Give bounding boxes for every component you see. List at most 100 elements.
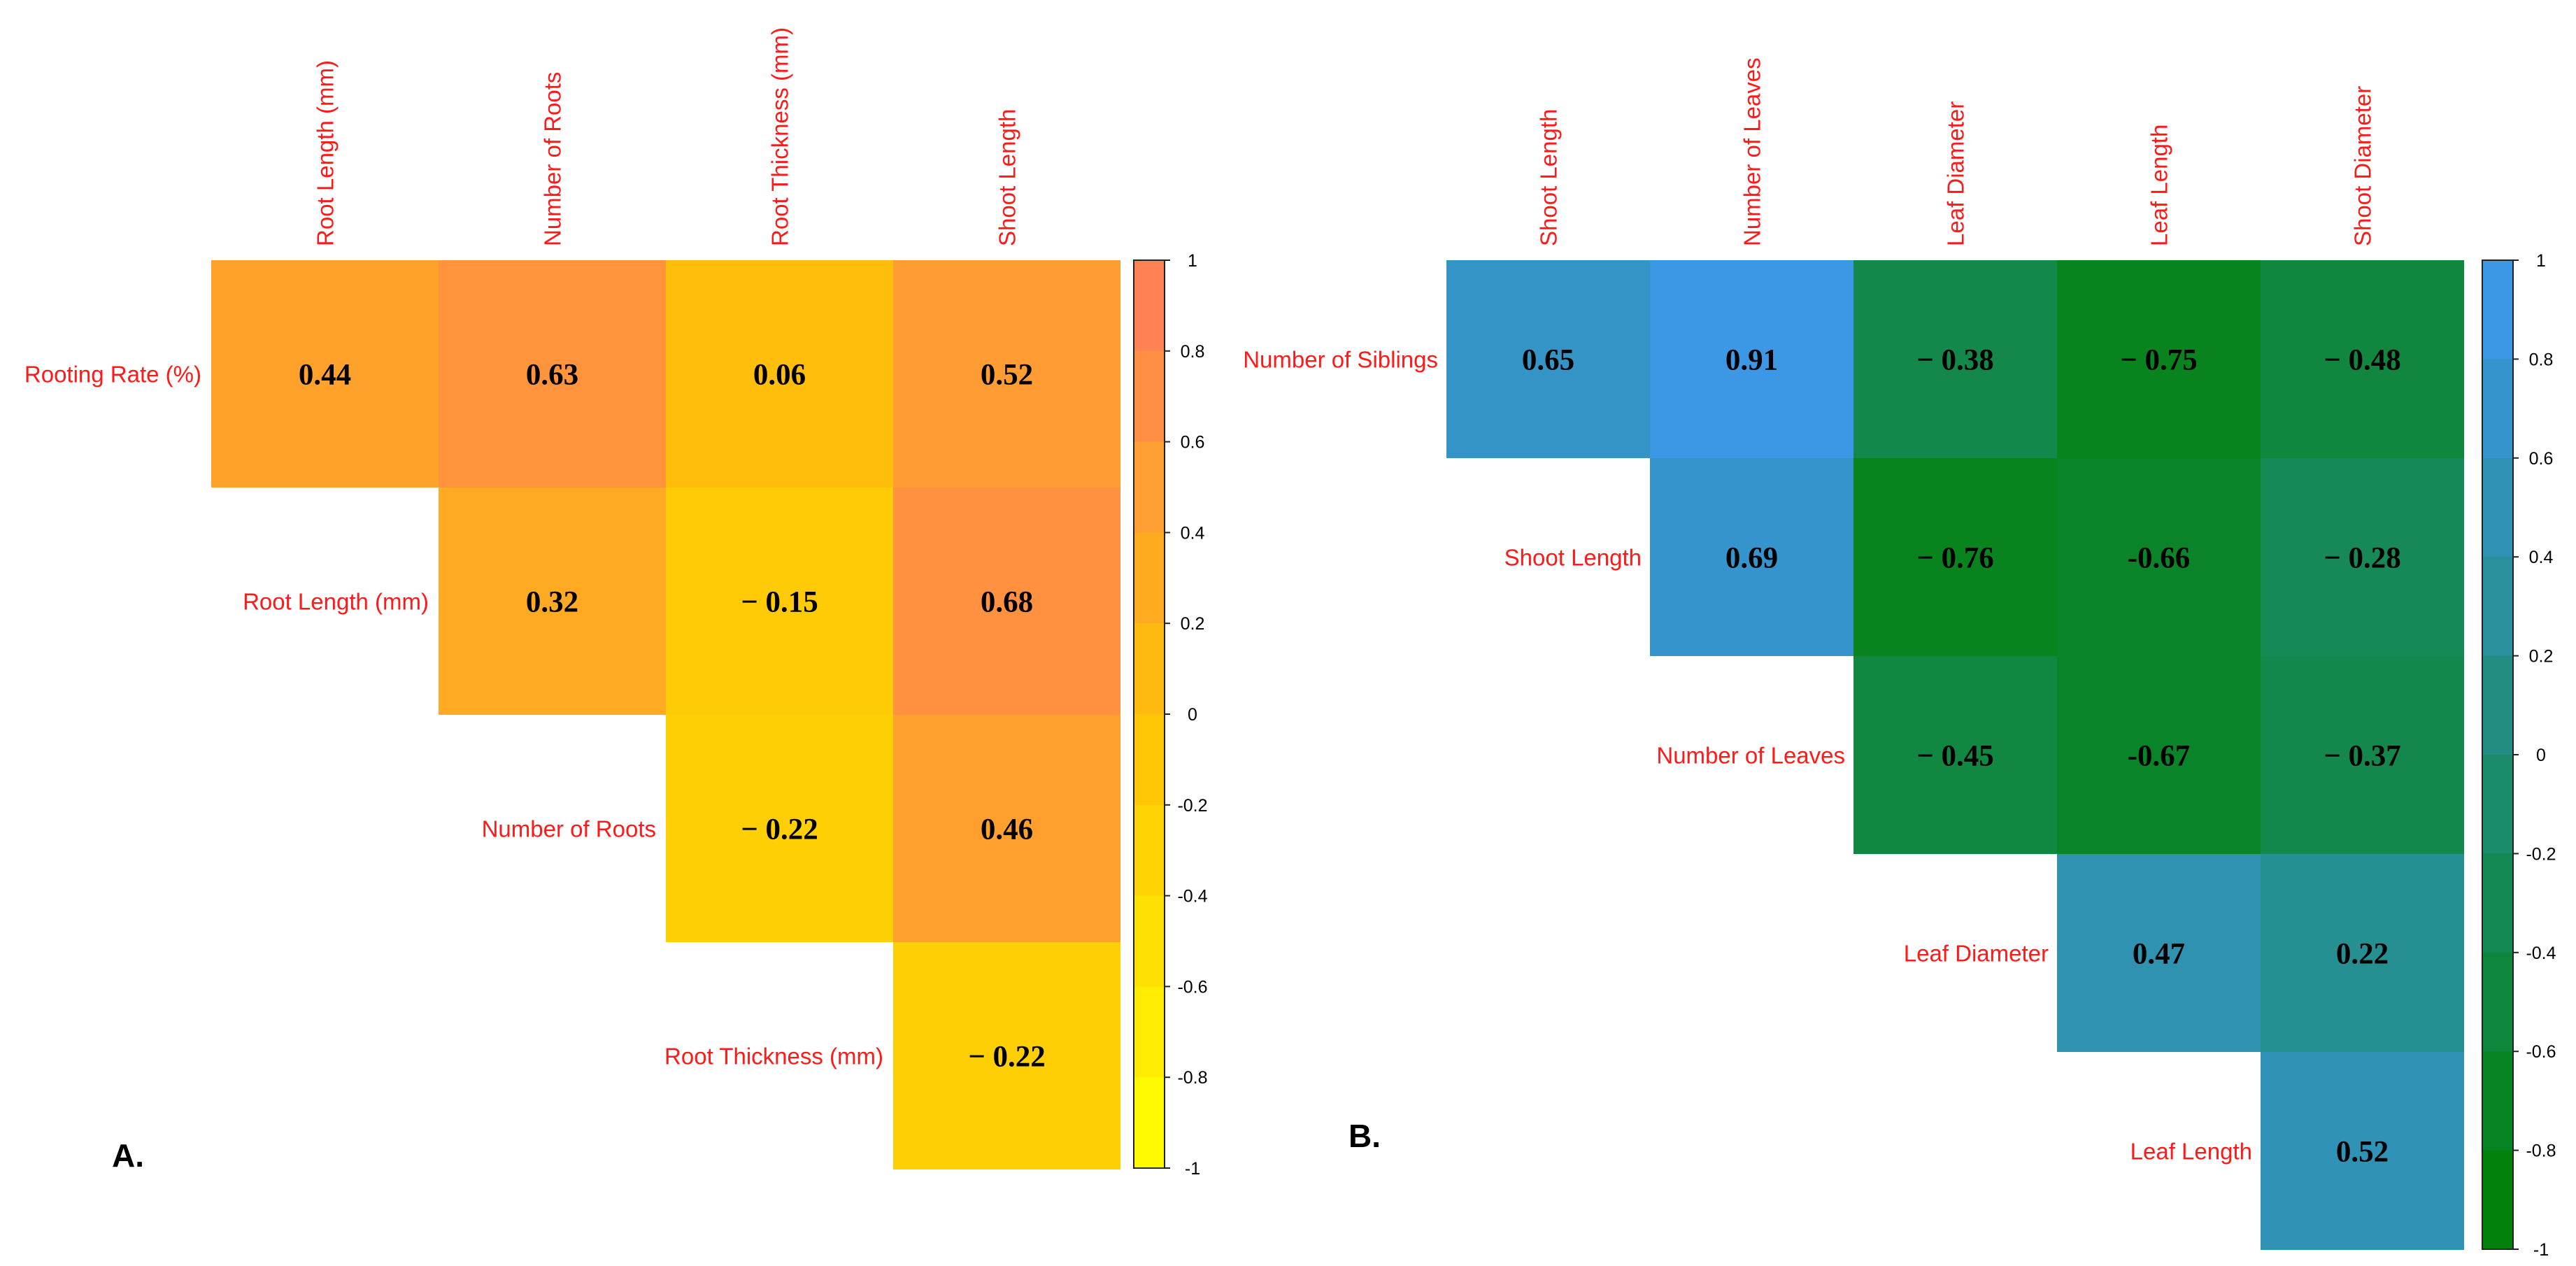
colorbar-tick-label: 1	[1188, 251, 1197, 271]
row-label: Root Thickness (mm)	[664, 1044, 883, 1069]
cell-value-label: 0.69	[1725, 542, 1778, 575]
cell-value-label: − 0.48	[2324, 344, 2401, 377]
cell-value-label: -0.66	[2128, 542, 2191, 575]
colorbar-segment	[2482, 952, 2513, 1052]
column-label: Leaf Diameter	[1943, 101, 1969, 246]
cell-value-label: − 0.38	[1916, 344, 1994, 377]
heatmap-cell	[1650, 458, 1853, 656]
row-label: Shoot Length	[1504, 545, 1642, 571]
cell-value-label: − 0.75	[2120, 344, 2198, 377]
panel-label: B.	[1349, 1118, 1381, 1154]
cell-value-label: − 0.45	[1916, 740, 1994, 773]
heatmap-cell	[893, 488, 1120, 715]
colorbar-tick-label: -0.2	[1177, 796, 1207, 816]
colorbar-segment	[1134, 623, 1165, 715]
row-label: Leaf Diameter	[1904, 941, 2049, 967]
colorbar-tick-label: 0.8	[1181, 342, 1205, 362]
colorbar-segment	[1134, 804, 1165, 897]
colorbar-tick-label: 0.4	[1181, 523, 1205, 543]
column-label: Shoot Length	[995, 109, 1020, 246]
colorbar-tick-label: -0.2	[2526, 844, 2556, 864]
cell-value-label: 0.68	[981, 586, 1033, 619]
colorbar-tick-label: 0	[1188, 705, 1197, 725]
heatmap-cell	[666, 715, 893, 942]
cell-value-label: 0.46	[981, 813, 1033, 846]
colorbar-segment	[2482, 853, 2513, 953]
colorbar-tick-label: -0.4	[1177, 887, 1207, 906]
colorbar-tick-label: 0.2	[2529, 647, 2554, 667]
row-label: Root Length (mm)	[243, 589, 429, 615]
colorbar-segment	[2482, 1051, 2513, 1151]
heatmap-cell	[2261, 1052, 2464, 1250]
colorbar-tick-label: 1	[2536, 251, 2546, 271]
cell-value-label: − 0.28	[2324, 542, 2401, 575]
heatmap-cell	[2261, 854, 2464, 1052]
heatmap-cell	[2057, 260, 2261, 458]
heatmap-cell	[2057, 458, 2261, 656]
column-label: Root Thickness (mm)	[767, 27, 793, 246]
heatmap-cell	[2261, 656, 2464, 854]
heatmap-cell	[1853, 260, 2057, 458]
heatmap-cell	[1650, 260, 1853, 458]
column-label: Shoot Diameter	[2350, 86, 2376, 246]
colorbar-tick-label: -1	[2533, 1240, 2549, 1260]
colorbar-segment	[1134, 532, 1165, 624]
cell-value-label: 0.65	[1522, 344, 1574, 377]
colorbar-tick-label: -0.6	[2526, 1042, 2556, 1062]
heatmap-cell	[439, 260, 666, 488]
cell-value-label: 0.52	[981, 359, 1033, 392]
colorbar-segment	[2482, 755, 2513, 854]
heatmap-cell	[1853, 656, 2057, 854]
colorbar-tick-label: -0.8	[2526, 1141, 2556, 1161]
colorbar-segment	[2482, 260, 2513, 360]
heatmap-cell	[1853, 458, 2057, 656]
cell-value-label: − 0.37	[2324, 740, 2401, 773]
colorbar-tick-label: 0.6	[2529, 449, 2554, 469]
colorbar-tick-label: 0.6	[1181, 433, 1205, 453]
colorbar-tick-label: 0.4	[2529, 548, 2554, 567]
row-label: Number of Siblings	[1243, 347, 1438, 373]
colorbar-segment	[1134, 895, 1165, 987]
colorbar-segment	[2482, 655, 2513, 755]
colorbar-segment	[1134, 441, 1165, 533]
panel-a-heatmap: 0.44 0.63 0.06 0.52 0.32 − 0.15 0.68 − 0.22 0.46…	[24, 27, 1208, 1179]
cell-value-label: -0.67	[2128, 740, 2191, 773]
cell-value-label: 0.32	[526, 586, 578, 619]
cell-value-label: 0.06	[753, 359, 806, 392]
colorbar-segment	[1134, 986, 1165, 1078]
colorbar-segment	[2482, 1150, 2513, 1250]
column-label: Leaf Length	[2147, 125, 2172, 246]
row-label: Leaf Length	[2130, 1139, 2252, 1165]
colorbar-segment	[2482, 557, 2513, 657]
cell-value-label: − 0.76	[1916, 542, 1994, 575]
colorbar-segment	[1134, 350, 1165, 443]
cell-value-label: 0.44	[299, 359, 351, 392]
cell-value-label: 0.47	[2133, 938, 2185, 971]
colorbar-segment	[2482, 457, 2513, 557]
heatmap-cell	[666, 488, 893, 715]
heatmap-cell	[211, 260, 439, 488]
cell-value-label: 0.91	[1725, 344, 1778, 377]
colorbar-tick-label: -0.8	[1177, 1068, 1207, 1088]
column-label: Number of Roots	[540, 72, 566, 246]
colorbar-segment	[2482, 359, 2513, 459]
row-label: Number of Leaves	[1656, 743, 1845, 769]
colorbar-tick-label: -1	[1185, 1159, 1200, 1179]
column-label: Root Length (mm)	[313, 60, 339, 246]
colorbar-tick-label: 0.8	[2529, 350, 2554, 369]
row-label: Number of Roots	[482, 816, 656, 842]
heatmap-cell	[893, 715, 1120, 942]
cell-value-label: 0.22	[2336, 938, 2389, 971]
heatmap-cell	[2261, 458, 2464, 656]
colorbar-segment	[1134, 260, 1165, 352]
panel-b-heatmap: 0.65 0.91 − 0.38 − 0.75 − 0.48 0.69 − 0.76 -0.6…	[1243, 57, 2556, 1260]
panel-label: A.	[112, 1137, 144, 1174]
cell-value-label: − 0.22	[741, 813, 818, 846]
colorbar-tick-label: 0	[2536, 746, 2546, 765]
row-label: Rooting Rate (%)	[24, 362, 201, 387]
cell-value-label: 0.63	[526, 359, 578, 392]
heatmap-cell	[439, 488, 666, 715]
colorbar-tick-label: 0.2	[1181, 614, 1205, 634]
cell-value-label: 0.52	[2336, 1136, 2389, 1169]
